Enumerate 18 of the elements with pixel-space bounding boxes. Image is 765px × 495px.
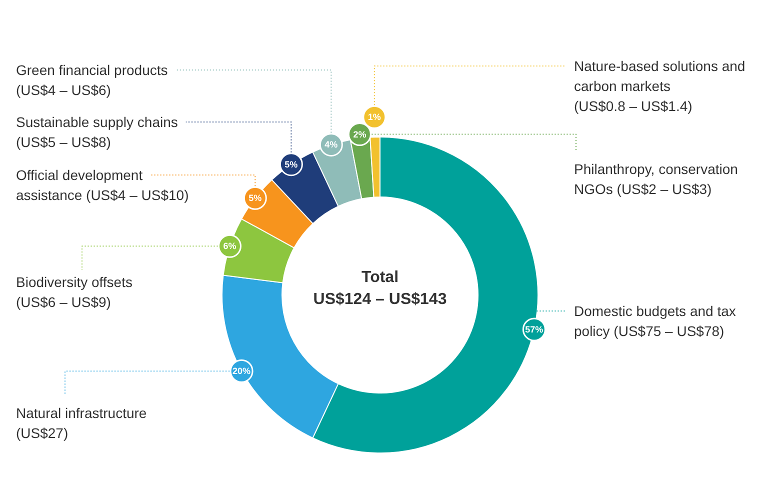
slice-label: Sustainable supply chains (US$5 – US$8) (16, 114, 178, 150)
data-label: 1% (368, 112, 381, 122)
data-label: 2% (353, 129, 366, 140)
data-label: 5% (248, 193, 262, 204)
slice-label: Biodiversity offsets (US$6 – US$9) (16, 274, 132, 310)
data-label: 6% (223, 241, 236, 252)
slice-label: Official development assistance (US$4 – US$10) (16, 167, 189, 203)
slice-label: Natural infrastructure (US$27) (16, 405, 147, 441)
slice-label: Green financial products (US$4 – US$6) (16, 62, 168, 98)
data-label: 4% (324, 140, 338, 150)
data-label: 5% (284, 159, 298, 170)
text: Total (361, 269, 399, 286)
slice-label: Nature-based solutions and carbon markets (US$0.8 – US$1.4) (574, 58, 746, 114)
slice-label: Philanthropy, conservation NGOs (US$2 – US$3) (574, 161, 738, 197)
data-label: 20% (232, 366, 251, 376)
data-label: 57% (525, 324, 544, 334)
legend-label: Domestic budgets and tax policy (US$75 – US$78) (574, 303, 736, 339)
text: US$124 – US$143 (313, 291, 447, 308)
